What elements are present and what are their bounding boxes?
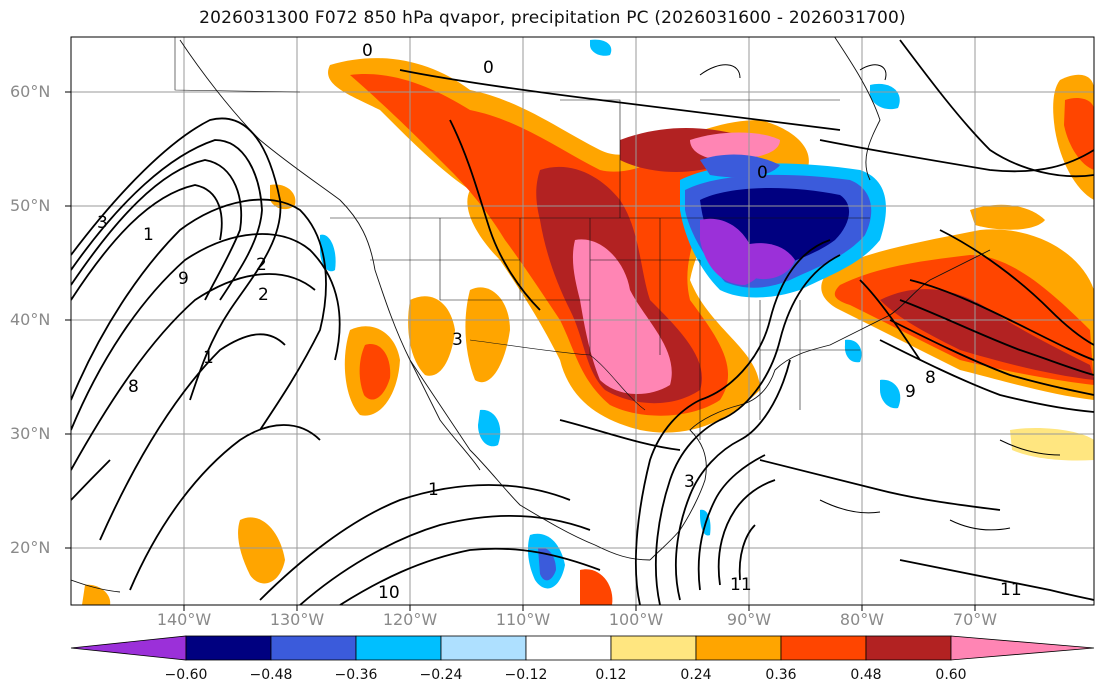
colorbar-tick-label: −0.36 <box>334 667 378 683</box>
positive-anomaly-shading <box>82 58 1094 605</box>
longitude-label: 140°W <box>156 610 212 629</box>
colorbar-tick-label: 0.12 <box>595 667 627 683</box>
contour-label: 1 <box>428 480 439 500</box>
contour-label: 8 <box>925 368 936 388</box>
map-title: 2026031300 F072 850 hPa qvapor, precipit… <box>199 8 906 28</box>
contour-label: 10 <box>378 583 400 603</box>
colorbar-bin <box>185 635 272 661</box>
contour-label: 8 <box>128 377 139 397</box>
coastlines <box>71 37 991 593</box>
colorbar-bin <box>525 635 612 661</box>
longitude-label: 70°W <box>952 610 998 629</box>
contour-thin <box>699 64 1061 531</box>
contour-label: 1 <box>203 348 214 368</box>
contour-label: 9 <box>178 269 189 289</box>
colorbar-bin <box>780 635 867 661</box>
contour-label: 3 <box>97 213 108 233</box>
contour-label: 0 <box>362 41 373 61</box>
contour-label: 9 <box>905 382 916 402</box>
latitude-label: 40°N <box>10 310 51 329</box>
longitude-label: 120°W <box>382 610 438 629</box>
contour-label: 11 <box>730 575 752 595</box>
colorbar-tick-label: −0.48 <box>249 667 293 683</box>
contour-label: 3 <box>452 330 463 350</box>
contour-label: 3 <box>684 472 695 492</box>
negative-anomaly-shading <box>320 39 901 589</box>
colorbar-bin <box>440 635 527 661</box>
colorbar-tick-label: 0.48 <box>850 667 882 683</box>
political-borders <box>174 37 870 440</box>
longitude-label: 90°W <box>726 610 772 629</box>
colorbar-tick-label: 0.60 <box>935 667 967 683</box>
colorbar-bin <box>610 635 697 661</box>
contour-label: 11 <box>1000 580 1022 600</box>
axis-ticks <box>65 91 976 611</box>
longitude-label: 100°W <box>608 610 664 629</box>
contour-label: 2 <box>258 285 269 305</box>
longitude-label: 80°W <box>839 610 885 629</box>
latitude-label: 50°N <box>10 196 51 215</box>
longitude-label: 130°W <box>269 610 325 629</box>
contour-label: 0 <box>757 163 768 183</box>
latitude-label: 30°N <box>10 424 51 443</box>
contour-label: 1 <box>143 225 154 245</box>
map-frame <box>70 36 1095 606</box>
contour-label-group: 0 0 0 1 1 1 2 2 3 3 3 8 8 9 9 10 11 11 <box>97 41 1022 603</box>
colorbar-bin <box>865 635 952 661</box>
colorbar-tick-label: −0.24 <box>419 667 463 683</box>
latitude-label: 20°N <box>10 538 51 557</box>
colorbar-overflow-arrow <box>950 635 1095 661</box>
colorbar-tick-label: −0.12 <box>504 667 548 683</box>
colorbar-bin <box>270 635 357 661</box>
map-area <box>71 37 1094 605</box>
colorbar-tick-label: 0.36 <box>765 667 797 683</box>
colorbar <box>70 635 1095 661</box>
colorbar-tick-label: 0.24 <box>680 667 712 683</box>
colorbar-underflow-arrow <box>70 635 187 661</box>
latitude-label: 60°N <box>10 82 51 101</box>
colorbar-bin <box>355 635 442 661</box>
colorbar-bin <box>695 635 782 661</box>
contour-label: 2 <box>256 255 267 275</box>
contour-label: 0 <box>483 58 494 78</box>
colorbar-tick-label: −0.60 <box>164 667 208 683</box>
longitude-label: 110°W <box>495 610 551 629</box>
moisture-contours <box>71 39 1094 605</box>
